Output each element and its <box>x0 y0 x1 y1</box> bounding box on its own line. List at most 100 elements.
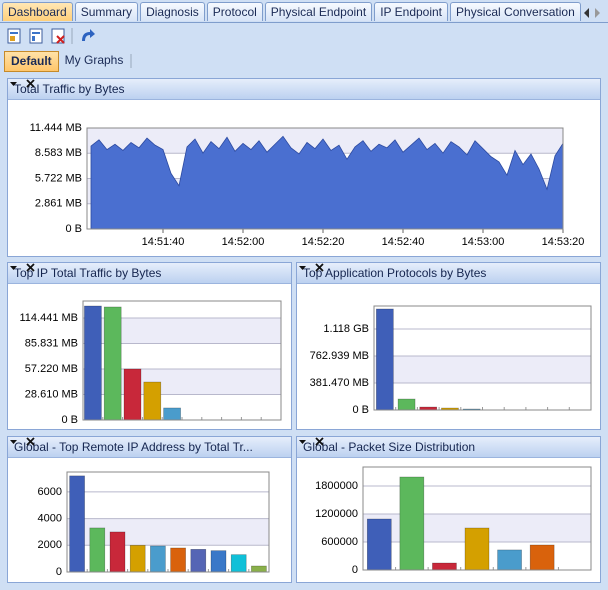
bar <box>230 554 247 573</box>
y-tick-label: 114.441 MB <box>19 312 78 324</box>
separator <box>130 54 132 68</box>
view-tabs: Default My Graphs <box>4 51 135 72</box>
y-tick-label: 1.118 GB <box>323 323 369 335</box>
chart-panel: 0 B 28.610 MB 57.220 MB 85.831 MB 114.441 MB… <box>7 262 292 430</box>
panel-header: Total Traffic by Bytes <box>8 79 600 100</box>
y-tick-label: 5.722 MB <box>35 172 82 184</box>
panel-header: Top Application Protocols by Bytes <box>297 263 600 284</box>
panel-header: Top IP Total Traffic by Bytes <box>8 263 291 284</box>
panel-controls[interactable] <box>297 263 327 273</box>
y-tick-label: 762.939 MB <box>310 350 369 362</box>
y-tick-label: 28.610 MB <box>25 388 78 400</box>
panel-controls[interactable] <box>8 263 38 273</box>
tab-underline <box>0 22 608 23</box>
plot-border <box>66 471 270 573</box>
panel-header: Global - Top Remote IP Address by Total … <box>8 437 291 458</box>
panel-controls[interactable] <box>8 79 38 89</box>
y-tick-label: 600000 <box>321 536 358 548</box>
bar <box>251 565 267 573</box>
panel-title: Total Traffic by Bytes <box>14 82 125 96</box>
grid-band <box>374 355 591 383</box>
y-tick-label: 6000 <box>38 486 62 498</box>
y-tick-label: 1800000 <box>315 480 358 492</box>
chart-panel: 0 B 2.861 MB 5.722 MB 8.583 MB 11.444 MB 14:5… <box>7 78 601 257</box>
view-tab[interactable]: My Graphs <box>64 53 124 67</box>
bar <box>397 398 416 411</box>
y-tick-label: 2.861 MB <box>35 198 82 210</box>
bar <box>143 381 162 421</box>
tab-bar: Dashboard Summary Diagnosis Protocol Physica… <box>2 2 583 23</box>
bar <box>464 527 490 571</box>
toolbar-button[interactable] <box>7 28 21 44</box>
plot-border <box>373 305 592 411</box>
panel-controls[interactable] <box>297 437 327 447</box>
panel-controls[interactable] <box>8 437 38 447</box>
bar <box>109 531 126 573</box>
tab[interactable]: Physical Conversation <box>450 2 581 21</box>
chart: 0 2000 4000 6000 <box>38 471 270 578</box>
area <box>90 135 564 230</box>
plot-border <box>362 466 592 571</box>
tab[interactable]: Dashboard <box>2 2 73 21</box>
x-tick-label: 14:52:20 <box>302 236 345 248</box>
bar <box>376 308 394 411</box>
y-tick-label: 57.220 MB <box>25 363 78 375</box>
y-tick-label: 0 B <box>352 404 369 416</box>
bar <box>150 545 166 573</box>
chart: 0 600000 1200000 1800000 <box>315 466 592 576</box>
y-tick-label: 1200000 <box>315 508 358 520</box>
panel-title: Global - Packet Size Distribution <box>303 440 476 454</box>
chart: 0 B 381.470 MB 762.939 MB 1.118 GB <box>310 305 592 416</box>
toolbar-button[interactable] <box>51 28 65 44</box>
panel-title: Top IP Total Traffic by Bytes <box>14 266 162 280</box>
y-tick-label: 8.583 MB <box>35 147 82 159</box>
bar <box>497 549 522 571</box>
bar <box>529 544 555 571</box>
chart-panel: 0 2000 4000 6000 Global - Top Remote IP Addr… <box>7 436 292 583</box>
bar <box>129 544 146 573</box>
bar <box>170 547 186 573</box>
plot-border <box>82 300 282 421</box>
tab[interactable]: IP Endpoint <box>374 2 449 21</box>
plot-border <box>86 127 564 230</box>
bar <box>432 562 457 571</box>
x-tick-label: 14:53:00 <box>462 236 505 248</box>
bar <box>89 527 106 573</box>
bar <box>84 305 102 421</box>
bar <box>190 549 207 573</box>
x-tick-label: 14:52:40 <box>382 236 425 248</box>
view-tab[interactable]: Default <box>4 51 59 72</box>
bar <box>163 407 181 421</box>
panel-title: Top Application Protocols by Bytes <box>303 266 487 280</box>
y-tick-label: 0 B <box>65 223 82 235</box>
chart-panel: 0 600000 1200000 1800000 Global - Packet Siz… <box>296 436 601 583</box>
x-tick-label: 14:51:40 <box>142 236 185 248</box>
bar <box>366 518 392 571</box>
x-tick-label: 14:52:00 <box>222 236 265 248</box>
bar <box>69 475 85 573</box>
tab[interactable]: Diagnosis <box>140 2 205 21</box>
bar <box>123 368 142 421</box>
chart-panel: 0 B 381.470 MB 762.939 MB 1.118 GB Top Appli… <box>296 262 601 430</box>
chart: 0 B 28.610 MB 57.220 MB 85.831 MB 114.441 MB <box>19 300 282 426</box>
bar <box>210 550 227 573</box>
tab[interactable]: Summary <box>74 2 139 21</box>
y-tick-label: 85.831 MB <box>25 337 78 349</box>
y-tick-label: 2000 <box>38 539 62 551</box>
toolbar-button[interactable] <box>29 28 43 44</box>
tab[interactable]: Physical Endpoint <box>264 2 373 21</box>
y-tick-label: 381.470 MB <box>310 377 369 389</box>
tab[interactable]: Protocol <box>206 2 263 21</box>
toolbar-button[interactable] <box>82 29 95 41</box>
toolbar <box>7 28 95 44</box>
panel-header: Global - Packet Size Distribution <box>297 437 600 458</box>
x-tick-label: 14:53:20 <box>542 236 585 248</box>
tab-scroll[interactable] <box>580 5 604 21</box>
panel-title: Global - Top Remote IP Address by Total … <box>14 440 253 454</box>
y-tick-label: 0 <box>352 564 358 576</box>
chart: 0 B 2.861 MB 5.722 MB 8.583 MB 11.444 MB 14:5… <box>30 122 585 248</box>
bar <box>103 306 122 421</box>
y-tick-label: 0 B <box>61 414 78 426</box>
bar <box>399 476 425 571</box>
